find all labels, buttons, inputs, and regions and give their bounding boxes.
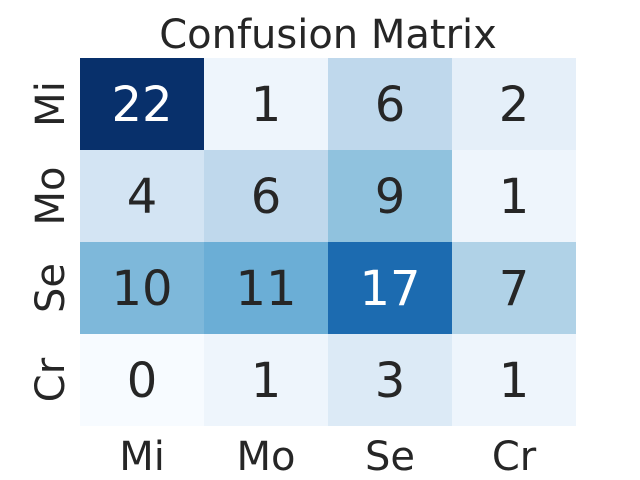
cell-value-label-0-2: 6 [375, 77, 406, 133]
heatmap-value-labels: 22 1 6 2 4 6 9 1 10 11 17 7 0 1 3 1 [111, 77, 529, 409]
cell-value-label-3-2: 3 [375, 353, 406, 409]
y-axis-tick-labels: Mi Mo Se Cr [28, 81, 74, 402]
y-tick-label: Cr [28, 357, 74, 402]
heatmap-cell-3-0 [80, 334, 204, 426]
cell-value-label-0-3: 2 [499, 77, 530, 133]
chart-title: Confusion Matrix [159, 12, 497, 58]
heatmap-cell-1-2 [328, 150, 452, 242]
cell-value-label-1-1: 6 [251, 169, 282, 225]
heatmap-cell-0-1 [204, 58, 328, 150]
heatmap-cell-0-2 [328, 58, 452, 150]
cell-value-label-1-0: 4 [127, 169, 158, 225]
x-tick-label: Cr [492, 434, 537, 480]
cell-value-label-0-0: 22 [111, 77, 172, 133]
cell-value-label-2-3: 7 [499, 261, 530, 317]
heatmap-cell-2-3 [452, 242, 576, 334]
heatmap-cell-1-3 [452, 150, 576, 242]
cell-value-label-3-0: 0 [127, 353, 158, 409]
cell-value-label-2-1: 11 [235, 261, 296, 317]
cell-value-label-3-1: 1 [251, 353, 282, 409]
cell-value-label-2-0: 10 [111, 261, 172, 317]
cell-value-label-2-2: 17 [359, 261, 420, 317]
heatmap-cells [80, 58, 576, 426]
cell-value-label-1-2: 9 [375, 169, 406, 225]
heatmap-cell-1-0 [80, 150, 204, 242]
y-tick-label: Mo [28, 167, 74, 226]
cell-value-label-3-3: 1 [499, 353, 530, 409]
heatmap-cell-0-3 [452, 58, 576, 150]
cell-value-label-0-1: 1 [251, 77, 282, 133]
heatmap-cell-3-3 [452, 334, 576, 426]
heatmap-cell-2-1 [204, 242, 328, 334]
heatmap-cell-2-2 [328, 242, 452, 334]
heatmap-cell-2-0 [80, 242, 204, 334]
x-tick-label: Mo [237, 434, 296, 480]
x-axis-tick-labels: Mi Mo Se Cr [119, 434, 537, 480]
x-tick-label: Mi [119, 434, 165, 480]
y-tick-label: Mi [28, 81, 74, 127]
cell-value-label-1-3: 1 [499, 169, 530, 225]
x-tick-label: Se [365, 434, 415, 480]
y-tick-label: Se [28, 263, 74, 313]
heatmap-cell-0-0 [80, 58, 204, 150]
heatmap-cell-3-2 [328, 334, 452, 426]
heatmap-cell-1-1 [204, 150, 328, 242]
heatmap-cell-3-1 [204, 334, 328, 426]
